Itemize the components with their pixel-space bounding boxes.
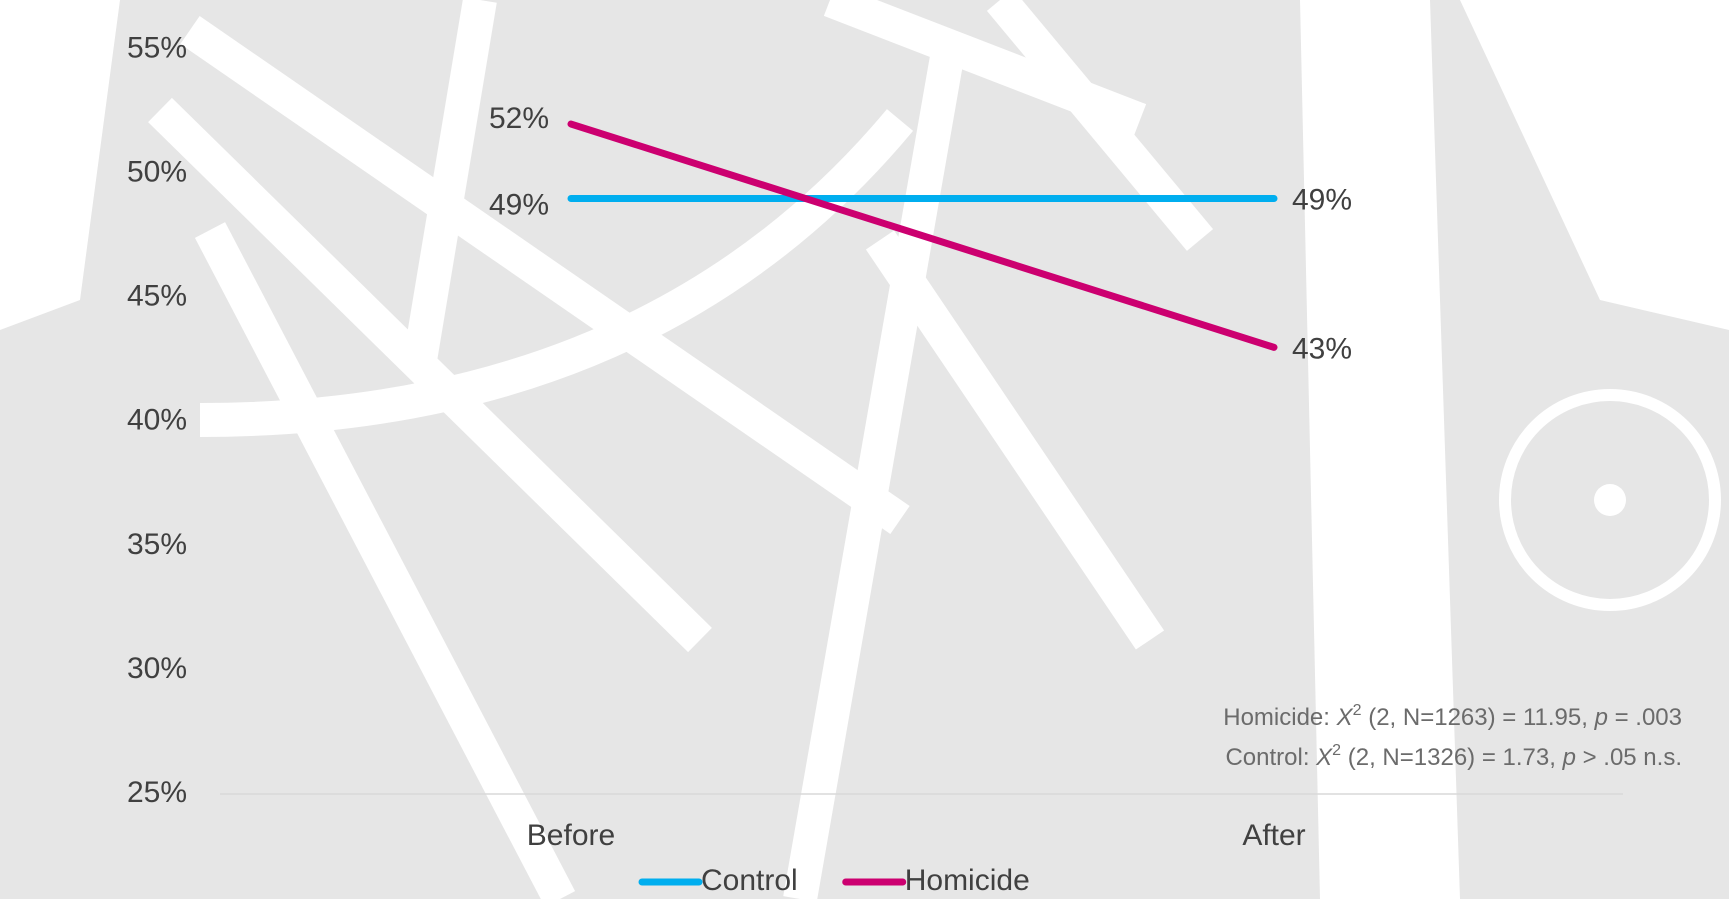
annotation-part: p xyxy=(1562,744,1576,771)
annotation-part: > .05 n.s. xyxy=(1576,744,1682,771)
y-tick-label: 40% xyxy=(127,404,187,437)
x-tick-label: After xyxy=(1242,819,1305,852)
x-tick-label: Before xyxy=(527,819,615,852)
annotation-part: 2 xyxy=(1353,702,1362,719)
annotation-part: X xyxy=(1336,704,1354,731)
annotation-part: (2, N=1326) = 1.73, xyxy=(1341,744,1562,771)
annotation-part: p xyxy=(1594,704,1608,731)
y-tick-label: 35% xyxy=(127,528,187,561)
annotation-part: 2 xyxy=(1332,742,1341,759)
y-tick-label: 50% xyxy=(127,156,187,189)
annotation-part: X xyxy=(1315,744,1333,771)
annotation-part: = .003 xyxy=(1608,704,1682,731)
annotation-part: (2, N=1263) = 11.95, xyxy=(1362,704,1595,731)
annotation: Homicide: X2 (2, N=1263) = 11.95, p = .0… xyxy=(1223,702,1682,732)
annotations: Homicide: X2 (2, N=1263) = 11.95, p = .0… xyxy=(1223,702,1682,772)
data-label: 52% xyxy=(489,102,549,135)
y-tick-label: 55% xyxy=(127,32,187,65)
y-tick-label: 30% xyxy=(127,652,187,685)
data-label: 49% xyxy=(1292,183,1352,216)
y-tick-label: 25% xyxy=(127,776,187,809)
annotation-part: Control: xyxy=(1225,744,1316,771)
annotation: Control: X2 (2, N=1326) = 1.73, p > .05 … xyxy=(1225,742,1682,772)
series-line xyxy=(567,120,1278,351)
y-tick-label: 45% xyxy=(127,280,187,313)
annotation-part: Homicide: xyxy=(1223,704,1336,731)
data-label: 49% xyxy=(489,188,549,221)
legend-label: Homicide xyxy=(905,864,1030,897)
legend-label: Control xyxy=(701,864,798,897)
data-label: 43% xyxy=(1292,332,1352,365)
